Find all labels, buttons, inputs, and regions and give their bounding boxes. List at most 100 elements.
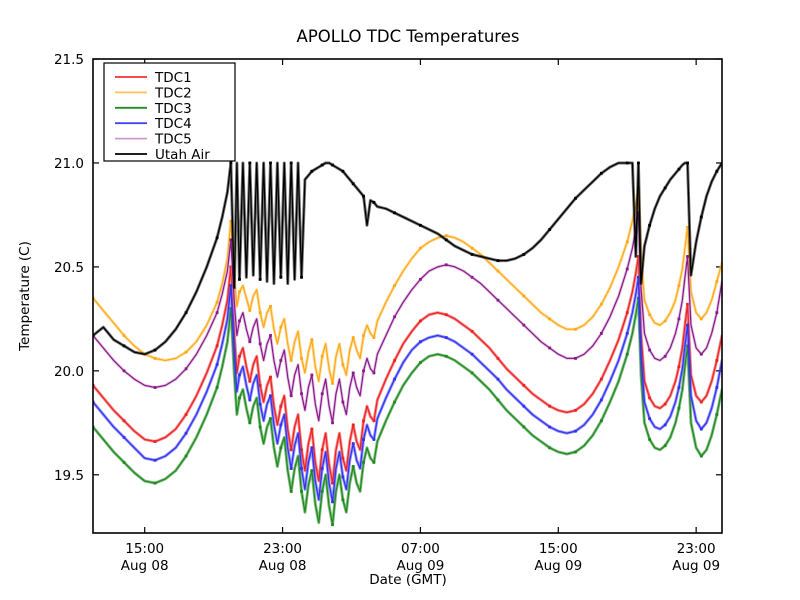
- data-point: [496, 298, 500, 302]
- data-point: [215, 344, 219, 348]
- legend-label-tdc1: TDC1: [154, 70, 192, 86]
- data-point: [599, 398, 603, 402]
- data-point: [444, 263, 448, 267]
- data-point: [715, 311, 719, 315]
- data-point: [372, 438, 376, 441]
- data-point: [184, 311, 188, 315]
- data-point: [351, 182, 355, 186]
- data-point: [184, 454, 188, 458]
- y-tick-label: 21.0: [54, 156, 84, 172]
- data-point: [341, 400, 345, 404]
- data-point: [122, 344, 126, 348]
- data-point: [574, 196, 577, 200]
- data-point: [625, 240, 629, 244]
- data-point: [362, 194, 365, 198]
- chart-title: APOLLO TDC Temperatures: [297, 27, 520, 46]
- x-tick-date: Aug 09: [534, 558, 582, 574]
- data-point: [663, 354, 667, 358]
- data-point: [184, 413, 188, 416]
- data-point: [470, 352, 474, 356]
- data-point: [258, 383, 262, 387]
- data-point: [341, 498, 345, 502]
- data-point: [331, 500, 334, 504]
- data-point: [300, 356, 303, 360]
- data-point: [289, 161, 293, 165]
- x-tick-time: 15:00: [125, 541, 164, 557]
- data-point: [279, 423, 283, 427]
- data-point: [351, 423, 355, 427]
- data-point: [372, 419, 376, 423]
- data-point: [341, 475, 345, 479]
- data-point: [548, 228, 552, 231]
- y-tick-label: 21.5: [54, 52, 84, 68]
- data-point: [238, 290, 241, 294]
- data-point: [699, 317, 703, 321]
- data-point: [320, 490, 324, 493]
- data-point: [677, 284, 681, 288]
- data-point: [372, 201, 376, 204]
- data-point: [215, 300, 219, 304]
- data-point: [362, 438, 365, 441]
- data-point: [238, 319, 241, 323]
- data-point: [470, 371, 474, 375]
- data-point: [548, 446, 552, 450]
- x-tick-date: Aug 08: [121, 558, 169, 574]
- x-tick-time: 23:00: [677, 541, 716, 557]
- data-point: [663, 423, 667, 427]
- data-point: [419, 319, 422, 323]
- legend-label-tdc4: TDC4: [154, 116, 192, 132]
- data-point: [310, 446, 314, 450]
- data-point: [393, 315, 396, 319]
- data-point: [310, 469, 314, 473]
- data-point: [238, 396, 241, 400]
- data-point: [419, 223, 422, 227]
- data-point: [269, 394, 272, 398]
- data-point: [574, 450, 577, 454]
- data-point: [310, 373, 314, 377]
- y-tick-label: 19.5: [54, 468, 84, 484]
- legend-label-tdc5: TDC5: [154, 132, 192, 148]
- data-point: [419, 361, 422, 364]
- data-point: [258, 311, 262, 315]
- data-point: [362, 369, 365, 373]
- data-point: [648, 396, 652, 400]
- data-point: [248, 309, 252, 312]
- series-line-utah-air: [93, 162, 722, 355]
- data-point: [215, 236, 219, 240]
- data-point: [496, 356, 500, 360]
- data-point: [341, 456, 345, 460]
- data-point: [269, 304, 272, 308]
- data-point: [677, 317, 681, 321]
- data-point: [248, 161, 252, 165]
- data-point: [229, 284, 233, 288]
- data-point: [248, 379, 252, 383]
- data-point: [184, 431, 188, 435]
- data-point: [699, 454, 703, 458]
- data-point: [496, 259, 500, 263]
- data-point: [279, 359, 283, 362]
- y-tick-label: 20.0: [54, 364, 84, 380]
- data-point: [496, 269, 500, 273]
- data-point: [153, 386, 157, 389]
- data-point: [393, 377, 396, 381]
- data-point: [269, 375, 272, 379]
- data-point: [372, 371, 376, 375]
- data-point: [699, 215, 703, 219]
- data-point: [215, 386, 219, 389]
- data-point: [320, 467, 324, 470]
- data-point: [715, 359, 719, 362]
- data-point: [444, 354, 448, 358]
- data-point: [215, 311, 219, 315]
- data-point: [663, 402, 667, 406]
- data-point: [599, 302, 603, 306]
- data-point: [496, 398, 500, 402]
- legend-label-utah-air: Utah Air: [155, 147, 210, 163]
- data-point: [362, 334, 365, 337]
- data-point: [362, 419, 365, 423]
- data-point: [153, 481, 157, 485]
- data-point: [351, 371, 355, 375]
- data-point: [444, 313, 448, 317]
